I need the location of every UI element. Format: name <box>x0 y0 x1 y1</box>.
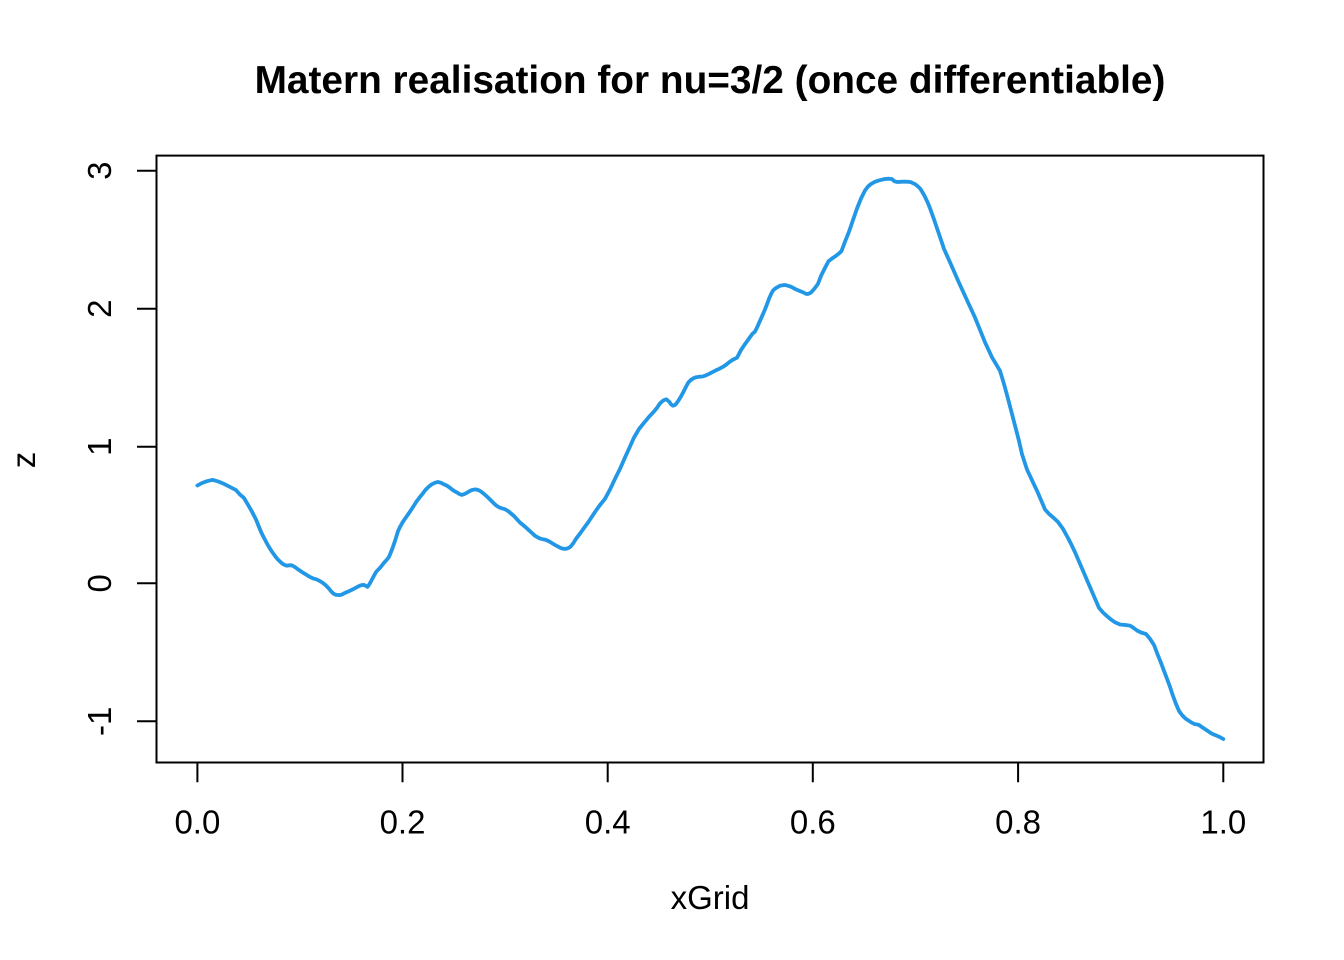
svg-text:0: 0 <box>81 574 118 592</box>
svg-text:1: 1 <box>81 438 118 456</box>
svg-text:xGrid: xGrid <box>671 879 750 916</box>
svg-text:1.0: 1.0 <box>1200 804 1246 841</box>
svg-text:0.6: 0.6 <box>790 804 836 841</box>
svg-text:0.2: 0.2 <box>380 804 426 841</box>
svg-text:3: 3 <box>81 162 118 180</box>
svg-text:-1: -1 <box>81 707 118 736</box>
svg-text:0.8: 0.8 <box>995 804 1041 841</box>
svg-text:2: 2 <box>81 300 118 318</box>
svg-text:0.4: 0.4 <box>585 804 631 841</box>
svg-text:0.0: 0.0 <box>174 804 220 841</box>
svg-text:z: z <box>5 452 42 469</box>
svg-text:Matern realisation for nu=3/2: Matern realisation for nu=3/2 (once diff… <box>255 59 1166 102</box>
